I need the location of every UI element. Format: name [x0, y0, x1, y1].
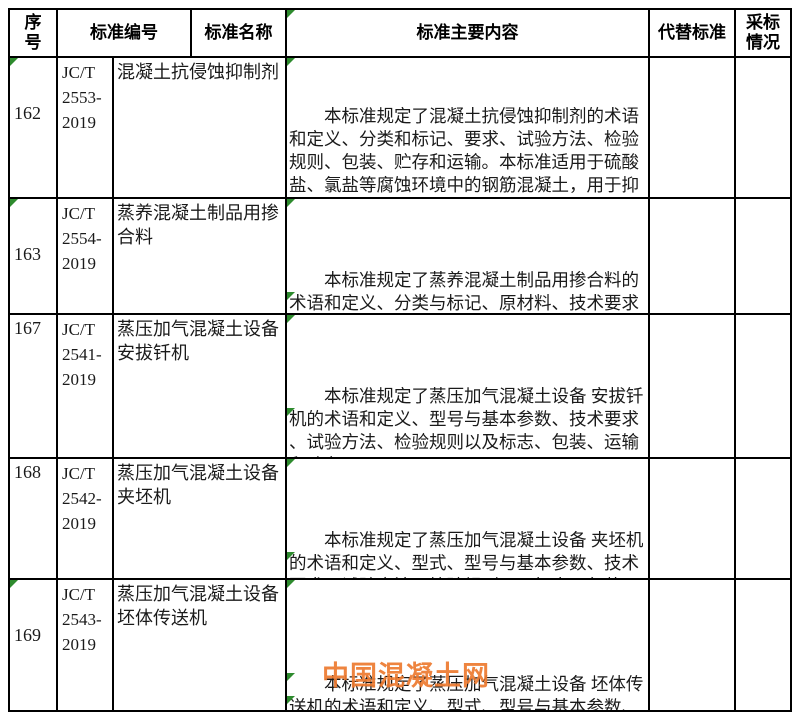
- standards-table: 序 号 标准编号 标准名称 标准主要内容 代替标准 采标 情况 162 JC/T…: [8, 8, 792, 712]
- cell-standard-code: JC/T 2553- 2019: [58, 58, 114, 197]
- cell-adoption-status: [736, 58, 790, 197]
- cell-replaced-standard: [650, 58, 736, 197]
- cell-serial: 167: [10, 315, 58, 457]
- cell-standard-code: JC/T 2543- 2019: [58, 580, 114, 710]
- cell-main-content: 本标准规定了混凝土抗侵蚀抑制剂的术语 和定义、分类和标记、要求、试验方法、检验 …: [287, 58, 650, 197]
- cell-standard-name: 蒸压加气混凝土设备 安拔钎机: [114, 315, 287, 457]
- header-cell-adoption-status: 采标 情况: [746, 13, 780, 52]
- serial-text: 162: [14, 103, 41, 123]
- cell-replaced-standard: [650, 580, 736, 710]
- cell-flag-icon: [287, 315, 295, 323]
- cell-standard-code: JC/T 2554- 2019: [58, 199, 114, 313]
- cell-serial: 162: [10, 58, 58, 197]
- main-content-text: 本标准规定了蒸压加气混凝土设备 坯体传 送机的术语和定义、型式、型号与基本参数、…: [289, 674, 644, 710]
- cell-adoption-status: [736, 315, 790, 457]
- cell-flag-icon: [287, 10, 295, 18]
- cell-flag-icon: [287, 58, 295, 66]
- header-cell-replaced-standard: 代替标准: [650, 10, 736, 56]
- cell-standard-code: JC/T 2541- 2019: [58, 315, 114, 457]
- cell-replaced-standard: [650, 315, 736, 457]
- cell-serial: 168: [10, 459, 58, 578]
- cell-replaced-standard: [650, 459, 736, 578]
- main-content-text: 本标准规定了蒸压加气混凝土设备 安拔钎 机的术语和定义、型号与基本参数、技术要求…: [289, 386, 644, 457]
- cell-adoption-status: [736, 580, 790, 710]
- cell-main-content: 本标准规定了蒸压加气混凝土设备 安拔钎 机的术语和定义、型号与基本参数、技术要求…: [287, 315, 650, 457]
- cell-replaced-standard: [650, 199, 736, 313]
- header-main-content-label: 标准主要内容: [416, 23, 519, 42]
- cell-main-content: 本标准规定了蒸压加气混凝土设备 夹坯机 的术语和定义、型式、型号与基本参数、技术…: [287, 459, 650, 578]
- header-cell-standard-code: 标准编号: [58, 10, 192, 56]
- cell-flag-icon: [287, 459, 295, 467]
- header-cell-serial: 序 号: [10, 10, 58, 56]
- cell-main-content: 本标准规定了蒸养混凝土制品用掺合料的 术语和定义、分类与标记、原材料、技术要求 …: [287, 199, 650, 313]
- main-content-text: 本标准规定了混凝土抗侵蚀抑制剂的术语 和定义、分类和标记、要求、试验方法、检验 …: [289, 106, 639, 195]
- header-cell-main-content: 标准主要内容: [287, 10, 650, 56]
- main-content-text: 本标准规定了蒸压加气混凝土设备 夹坯机 的术语和定义、型式、型号与基本参数、技术…: [289, 530, 644, 578]
- cell-flag-icon: [287, 199, 295, 207]
- table-row: 167 JC/T 2541- 2019 蒸压加气混凝土设备 安拔钎机 本标准规定…: [10, 315, 790, 459]
- cell-flag-icon: [10, 199, 18, 207]
- header-cell-standard-name: 标准名称: [192, 10, 287, 56]
- cell-flag-icon: [10, 58, 18, 66]
- cell-serial: 163: [10, 199, 58, 313]
- cell-flag-icon: [287, 580, 295, 588]
- cell-adoption-status: [736, 459, 790, 578]
- cell-standard-code: JC/T 2542- 2019: [58, 459, 114, 578]
- cell-standard-name: 蒸压加气混凝土设备 坯体传送机: [114, 580, 287, 710]
- serial-text: 163: [14, 244, 41, 264]
- table-row: 163 JC/T 2554- 2019 蒸养混凝土制品用掺 合料 本标准规定了蒸…: [10, 199, 790, 315]
- cell-standard-name: 蒸养混凝土制品用掺 合料: [114, 199, 287, 313]
- table-header-row: 序 号 标准编号 标准名称 标准主要内容 代替标准 采标 情况: [10, 10, 790, 58]
- cell-serial: 169: [10, 580, 58, 710]
- serial-text: 169: [14, 625, 41, 645]
- table-row: 162 JC/T 2553- 2019 混凝土抗侵蚀抑制剂 本标准规定了混凝土抗…: [10, 58, 790, 199]
- table-row: 168 JC/T 2542- 2019 蒸压加气混凝土设备 夹坯机 本标准规定了…: [10, 459, 790, 580]
- cell-standard-name: 蒸压加气混凝土设备 夹坯机: [114, 459, 287, 578]
- table-row: 169 JC/T 2543- 2019 蒸压加气混凝土设备 坯体传送机 本标准规…: [10, 580, 790, 710]
- cell-standard-name: 混凝土抗侵蚀抑制剂: [114, 58, 287, 197]
- cell-flag-icon: [10, 580, 18, 588]
- site-watermark: 中国混凝土网: [322, 661, 490, 691]
- main-content-text: 本标准规定了蒸养混凝土制品用掺合料的 术语和定义、分类与标记、原材料、技术要求 …: [289, 270, 639, 313]
- cell-adoption-status: [736, 199, 790, 313]
